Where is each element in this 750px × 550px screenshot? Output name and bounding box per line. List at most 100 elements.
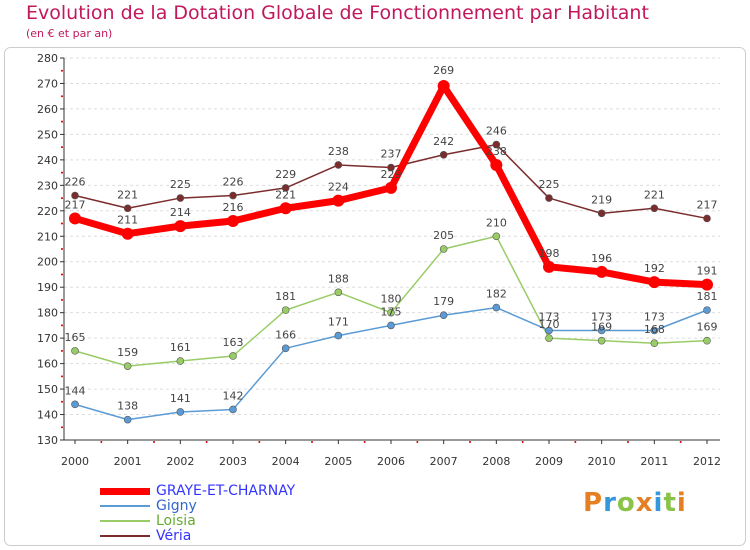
data-label: 173 [539, 310, 560, 323]
data-point [597, 336, 606, 345]
legend-item-graye[interactable]: GRAYE-ET-CHARNAY [100, 484, 295, 499]
y-tick-label: 280 [37, 52, 58, 65]
proxiti-logo: Proxiti [583, 488, 687, 518]
data-point [595, 265, 608, 278]
data-label: 192 [644, 262, 665, 275]
data-label: 173 [591, 310, 612, 323]
logo-letter: x [635, 488, 654, 518]
y-minor-tick [61, 298, 63, 301]
y-tick-label: 160 [37, 358, 58, 371]
data-point [650, 326, 659, 335]
data-label: 238 [328, 145, 349, 158]
y-minor-tick [61, 69, 63, 72]
x-tick-label: 2005 [324, 455, 352, 468]
data-label: 210 [486, 216, 507, 229]
data-point [69, 212, 81, 225]
data-point [121, 227, 134, 240]
y-tick-label: 240 [37, 154, 58, 167]
chart-subtitle: (en € et par an) [26, 27, 113, 40]
data-point [648, 276, 661, 289]
y-minor-tick [61, 120, 63, 123]
data-label: 170 [539, 318, 560, 331]
data-point [650, 204, 659, 213]
data-label: 221 [117, 188, 138, 201]
y-tick-label: 140 [37, 409, 58, 422]
y-minor-tick [61, 349, 63, 352]
y-tick-label: 170 [37, 332, 58, 345]
data-label: 188 [328, 272, 349, 285]
x-minor-tick [311, 441, 313, 443]
data-point [439, 311, 448, 320]
data-label: 138 [117, 400, 138, 413]
legend-item-loisia[interactable]: Loisia [100, 514, 295, 529]
data-label: 182 [486, 288, 507, 301]
data-point [703, 214, 711, 223]
data-label: 163 [223, 336, 244, 349]
data-label: 169 [697, 321, 718, 334]
data-point [334, 161, 343, 169]
legend-label-graye: GRAYE-ET-CHARNAY [156, 483, 296, 499]
logo-letter: i [653, 488, 664, 518]
data-label: 226 [65, 176, 86, 189]
x-tick-label: 2012 [693, 455, 721, 468]
y-tick-label: 210 [37, 230, 58, 243]
data-labels: 226 221 225 226 229 238 237 242 246 225 219 221 217 1… [65, 64, 718, 413]
data-point [543, 260, 555, 273]
x-minor-tick [363, 441, 366, 443]
y-minor-tick [61, 197, 63, 200]
data-point [334, 288, 343, 297]
data-label: 196 [591, 252, 612, 265]
y-minor-tick [61, 400, 63, 403]
data-point [703, 336, 711, 345]
data-label: 168 [644, 323, 665, 336]
y-minor-tick [61, 426, 63, 429]
data-label: 237 [381, 148, 402, 161]
data-label: 246 [486, 125, 507, 138]
data-label: 175 [381, 305, 402, 318]
x-tick-label: 2009 [535, 455, 563, 468]
y-minor-tick [61, 95, 63, 98]
data-label: 269 [433, 64, 454, 77]
y-tick-label: 180 [37, 307, 58, 320]
x-minor-tick [100, 441, 103, 443]
y-tick-label: 190 [37, 281, 58, 294]
data-label: 224 [328, 181, 349, 194]
data-point [439, 150, 448, 159]
x-minor-tick [521, 441, 524, 443]
data-label: 142 [223, 389, 244, 402]
data-point [176, 194, 185, 202]
data-label: 221 [275, 188, 296, 201]
data-point [229, 352, 237, 360]
data-point [229, 191, 237, 200]
y-tick-label: 200 [37, 256, 58, 269]
data-point [545, 194, 553, 202]
y-minor-tick [61, 171, 63, 174]
data-label: 226 [223, 176, 244, 189]
data-label: 238 [486, 145, 507, 158]
series-group [69, 80, 713, 424]
data-label: 141 [170, 392, 191, 405]
y-minor-tick [61, 273, 63, 276]
x-minor-tick [153, 441, 155, 443]
data-point [229, 405, 237, 414]
data-label: 229 [381, 168, 402, 181]
grid [4, 47, 746, 546]
legend: GRAYE-ET-CHARNAY Gigny Loisia Véria [100, 484, 295, 544]
data-label: 191 [697, 265, 718, 278]
x-minor-tick [627, 441, 629, 443]
data-point [387, 321, 395, 330]
data-point [650, 339, 659, 348]
x-tick-label: 2006 [377, 455, 405, 468]
data-point [176, 408, 185, 416]
data-point [281, 184, 290, 192]
logo-letter: P [583, 488, 604, 518]
data-point [492, 140, 501, 149]
logo-letter: r [603, 488, 617, 518]
legend-item-gigny[interactable]: Gigny [100, 499, 295, 514]
data-point [545, 326, 553, 335]
data-point [281, 306, 290, 314]
plot-frame [4, 47, 746, 546]
logo-letter: t [663, 488, 677, 518]
legend-item-veria[interactable]: Véria [100, 529, 295, 544]
y-tick-label: 260 [37, 103, 58, 116]
